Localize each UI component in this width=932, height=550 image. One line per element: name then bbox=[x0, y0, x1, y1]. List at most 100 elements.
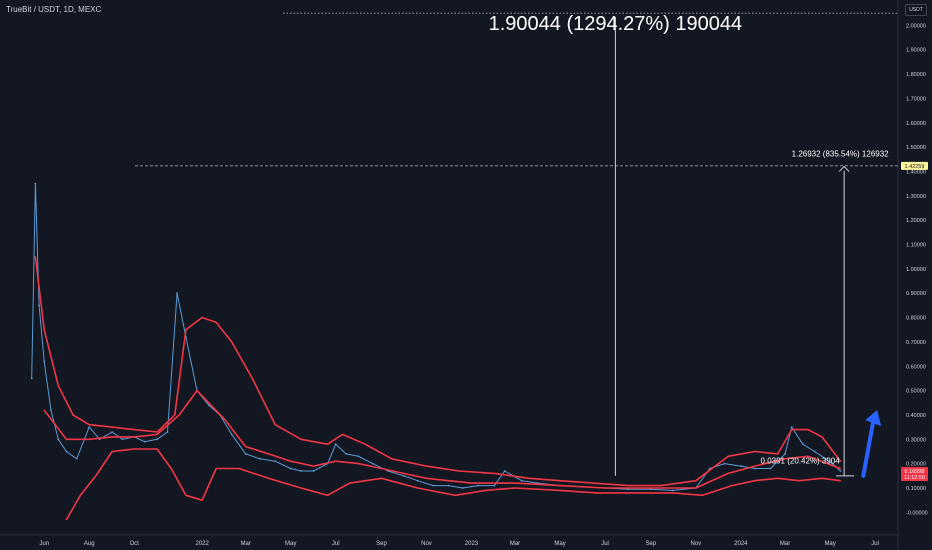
data-point bbox=[38, 304, 40, 307]
data-point bbox=[65, 450, 68, 453]
data-point bbox=[824, 457, 827, 460]
data-point bbox=[334, 443, 337, 446]
data-point bbox=[170, 467, 172, 470]
data-point bbox=[201, 499, 203, 501]
data-point bbox=[30, 377, 33, 380]
measure-label: 0.0391 (20.42%) 3904 bbox=[761, 457, 841, 466]
data-point bbox=[267, 453, 270, 455]
series-line-1 bbox=[34, 256, 842, 487]
data-point bbox=[839, 460, 842, 462]
data-point bbox=[798, 480, 800, 482]
data-point bbox=[215, 321, 217, 324]
data-point bbox=[133, 436, 135, 438]
data-point bbox=[326, 494, 329, 496]
data-point bbox=[695, 487, 697, 489]
data-point bbox=[821, 477, 823, 479]
data-point bbox=[274, 460, 277, 463]
x-tick-label: Nov bbox=[690, 541, 701, 547]
data-point bbox=[592, 482, 594, 484]
data-point bbox=[364, 443, 366, 445]
data-point bbox=[402, 474, 405, 477]
data-point bbox=[559, 484, 561, 487]
data-point bbox=[345, 453, 347, 455]
data-point bbox=[402, 472, 405, 474]
x-tick-label: May bbox=[824, 541, 835, 547]
data-point bbox=[357, 455, 360, 458]
data-point bbox=[156, 433, 158, 436]
data-point bbox=[57, 385, 59, 387]
data-point bbox=[300, 438, 302, 440]
data-point bbox=[731, 484, 733, 487]
data-point bbox=[753, 467, 756, 470]
data-point bbox=[739, 465, 742, 467]
y-tick-label: 1.00000 bbox=[906, 267, 926, 273]
y-tick-label: 0.80000 bbox=[906, 316, 926, 322]
data-point bbox=[633, 492, 636, 494]
y-tick-label: 0.50000 bbox=[906, 389, 926, 395]
data-point bbox=[201, 316, 203, 319]
y-tick-label: 0.30000 bbox=[906, 437, 926, 443]
data-point bbox=[156, 431, 158, 433]
data-point bbox=[627, 484, 629, 487]
series-line-2 bbox=[43, 389, 841, 489]
data-point bbox=[493, 484, 496, 487]
data-point bbox=[49, 409, 52, 411]
data-point bbox=[839, 480, 842, 482]
data-point bbox=[215, 467, 217, 470]
price-tag-label: 1.42259 bbox=[905, 164, 925, 170]
data-point bbox=[156, 438, 159, 441]
y-tick-label: 1.80000 bbox=[906, 72, 926, 78]
data-point bbox=[341, 433, 343, 436]
series-line-0 bbox=[31, 183, 841, 491]
data-point bbox=[326, 443, 329, 445]
y-tick-label: 1.50000 bbox=[906, 145, 926, 151]
data-point bbox=[470, 482, 473, 484]
data-point bbox=[559, 480, 561, 482]
data-point bbox=[777, 453, 779, 455]
data-point bbox=[839, 470, 842, 472]
data-point bbox=[34, 182, 37, 185]
x-tick-label: Jul bbox=[601, 541, 609, 547]
currency-badge[interactable]: USDT bbox=[905, 4, 927, 16]
data-point bbox=[559, 489, 561, 492]
data-point bbox=[458, 470, 460, 472]
data-point bbox=[727, 455, 729, 457]
data-point bbox=[111, 431, 114, 433]
data-point bbox=[57, 438, 60, 441]
data-point bbox=[447, 484, 450, 487]
data-point bbox=[672, 489, 674, 492]
data-point bbox=[514, 487, 516, 489]
x-tick-label: Jun bbox=[39, 541, 49, 547]
y-tick-label: 2.00000 bbox=[906, 23, 926, 29]
x-tick-label: Oct bbox=[130, 541, 140, 547]
data-point bbox=[807, 428, 809, 431]
data-point bbox=[754, 450, 756, 453]
data-point bbox=[371, 462, 374, 465]
x-tick-label: Sep bbox=[376, 541, 387, 547]
y-tick-label: 1.40000 bbox=[906, 169, 926, 175]
data-point bbox=[88, 438, 90, 440]
data-point bbox=[258, 457, 261, 460]
data-point bbox=[43, 360, 46, 363]
data-point bbox=[72, 414, 74, 416]
data-point bbox=[821, 436, 823, 438]
data-point bbox=[604, 487, 606, 489]
price-tag bbox=[901, 161, 928, 170]
data-point bbox=[133, 448, 135, 450]
data-point bbox=[432, 484, 435, 487]
y-tick-label: 1.60000 bbox=[906, 121, 926, 127]
data-point bbox=[596, 492, 598, 494]
data-point bbox=[111, 436, 113, 438]
data-point bbox=[300, 470, 302, 472]
price-tag bbox=[901, 466, 928, 475]
data-point bbox=[34, 256, 36, 258]
data-point bbox=[65, 438, 67, 440]
data-point bbox=[231, 341, 233, 343]
y-tick-label: 1.70000 bbox=[906, 96, 926, 102]
data-point bbox=[196, 390, 198, 392]
data-point bbox=[807, 455, 809, 457]
y-tick-label: -0.00000 bbox=[906, 510, 928, 516]
data-point bbox=[79, 494, 81, 496]
